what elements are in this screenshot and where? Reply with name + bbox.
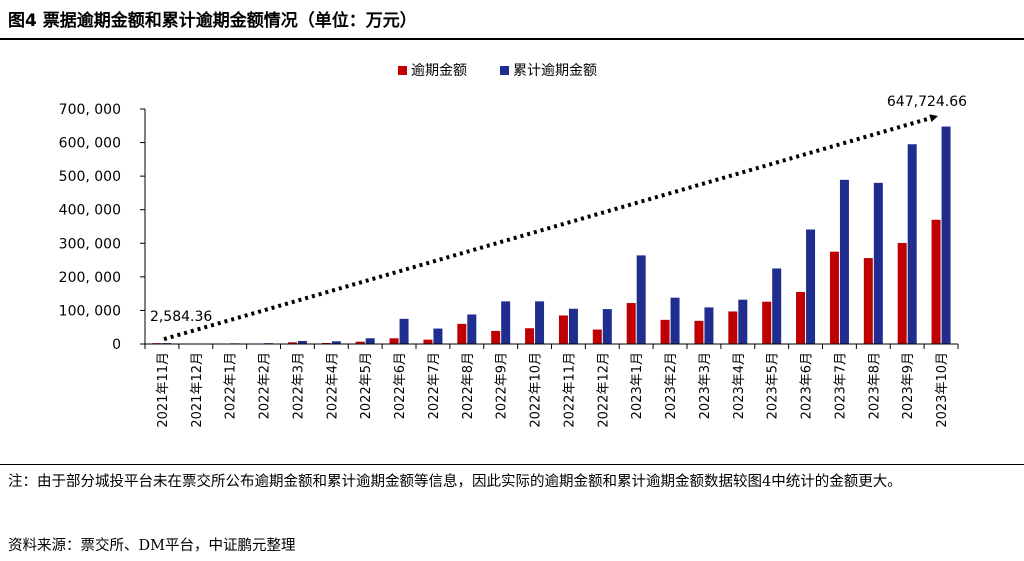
bar-overdue (423, 339, 433, 344)
bar-cumulative (907, 144, 917, 344)
x-tick-label: 2023年3月 (698, 352, 713, 419)
bar-overdue (558, 315, 568, 344)
y-axis: 0 100, 000 200, 000 300, 000 400, 000 500, 00… (59, 102, 146, 353)
bar-overdue (863, 258, 873, 344)
y-tick-label: 400, 000 (59, 203, 121, 219)
bar-cumulative (535, 301, 545, 344)
bar-overdue (287, 342, 297, 344)
x-tick-label: 2023年4月 (732, 352, 747, 419)
x-tick-label: 2022年11月 (562, 352, 577, 428)
x-tick-label: 2022年8月 (461, 352, 476, 419)
x-tick-label: 2023年7月 (833, 352, 848, 419)
figure-source: 资料来源：票交所、DM平台，中证鹏元整理 (8, 538, 296, 554)
bar-overdue (457, 323, 467, 344)
y-tick-label: 600, 000 (59, 136, 121, 152)
y-tick-label: 700, 000 (59, 102, 121, 118)
x-tick-label: 2022年2月 (258, 352, 273, 419)
bar-cumulative (873, 182, 883, 344)
title-rule (0, 38, 1024, 40)
bar-cumulative (602, 309, 612, 344)
x-tick-label: 2022年1月 (224, 352, 239, 419)
legend-swatch-overdue (398, 66, 407, 75)
bar-overdue (525, 328, 535, 344)
bar-cumulative (772, 268, 782, 344)
bar-overdue (829, 251, 839, 344)
bar-cumulative (297, 340, 307, 344)
bar-overdue (491, 330, 501, 344)
x-tick-label: 2022年5月 (359, 352, 374, 419)
figure-title: 图4 票据逾期金额和累计逾期金额情况（单位：万元） (8, 11, 417, 31)
y-tick-label: 0 (112, 337, 121, 353)
x-tick-label: 2022年6月 (393, 352, 408, 419)
legend-swatch-cumulative (500, 66, 509, 75)
x-tick-label: 2022年12月 (596, 352, 611, 428)
x-tick-label: 2021年11月 (156, 352, 171, 428)
y-tick-label: 200, 000 (59, 270, 121, 286)
x-tick-label: 2022年4月 (325, 352, 340, 419)
x-axis: 2021年11月 2021年12月 2022年1月 2022年2月 2022年3月 202… (144, 343, 959, 428)
x-tick-label: 2023年10月 (935, 352, 950, 428)
x-tick-label: 2023年5月 (766, 352, 781, 419)
x-tick-label: 2022年9月 (495, 352, 510, 419)
y-tick-label: 300, 000 (59, 236, 121, 252)
x-tick-label: 2023年9月 (901, 352, 916, 419)
bar-overdue (762, 301, 772, 344)
bar-cumulative (704, 307, 714, 344)
x-tick-label: 2023年2月 (664, 352, 679, 419)
bar-overdue (355, 341, 365, 344)
figure-note: 注：由于部分城投平台未在票交所公布逾期金额和累计逾期金额等信息，因此实际的逾期金… (8, 474, 902, 490)
trend-arrow (163, 114, 938, 342)
chart: 逾期金额 累计逾期金额 0 100, 000 200, 000 300, 000 400,… (59, 63, 967, 428)
bar-overdue (897, 242, 907, 344)
x-tick-label: 2022年3月 (291, 352, 306, 419)
bar-cumulative (941, 126, 951, 344)
bar-overdue (592, 329, 602, 344)
x-tick-label: 2023年6月 (800, 352, 815, 419)
bar-cumulative (738, 299, 748, 344)
bar-cumulative (365, 338, 375, 344)
bar-cumulative (501, 301, 511, 344)
bar-cumulative (467, 314, 477, 344)
note-rule (0, 464, 1024, 465)
bar-overdue (626, 303, 636, 344)
bar-cumulative (399, 318, 409, 344)
chart-legend: 逾期金额 累计逾期金额 (398, 63, 597, 79)
bar-cumulative (839, 179, 849, 344)
bar-cumulative (670, 297, 680, 344)
x-tick-label: 2023年1月 (630, 352, 645, 419)
legend-label-overdue: 逾期金额 (411, 63, 467, 79)
bar-cumulative (568, 308, 578, 344)
x-tick-label: 2021年12月 (190, 352, 205, 428)
annotation-start: 2,584.36 (150, 309, 212, 325)
bar-overdue (694, 320, 704, 344)
bar-cumulative (636, 255, 646, 344)
bars (152, 126, 951, 345)
bar-cumulative (806, 229, 816, 344)
bar-overdue (321, 342, 331, 344)
x-tick-label: 2022年7月 (427, 352, 442, 419)
bar-overdue (728, 311, 738, 344)
bar-overdue (796, 291, 806, 344)
bar-overdue (389, 338, 399, 344)
y-tick-label: 100, 000 (59, 303, 121, 319)
bar-overdue (660, 319, 670, 344)
legend-label-cumulative: 累计逾期金额 (513, 63, 597, 79)
x-tick-label: 2022年10月 (529, 352, 544, 428)
y-tick-label: 500, 000 (59, 169, 121, 185)
annotations: 2,584.36 647,724.66 (150, 94, 967, 342)
bar-cumulative (331, 341, 341, 344)
bar-cumulative (433, 328, 443, 344)
x-tick-label: 2023年8月 (867, 352, 882, 419)
bar-overdue (931, 219, 941, 344)
annotation-end: 647,724.66 (887, 94, 967, 110)
